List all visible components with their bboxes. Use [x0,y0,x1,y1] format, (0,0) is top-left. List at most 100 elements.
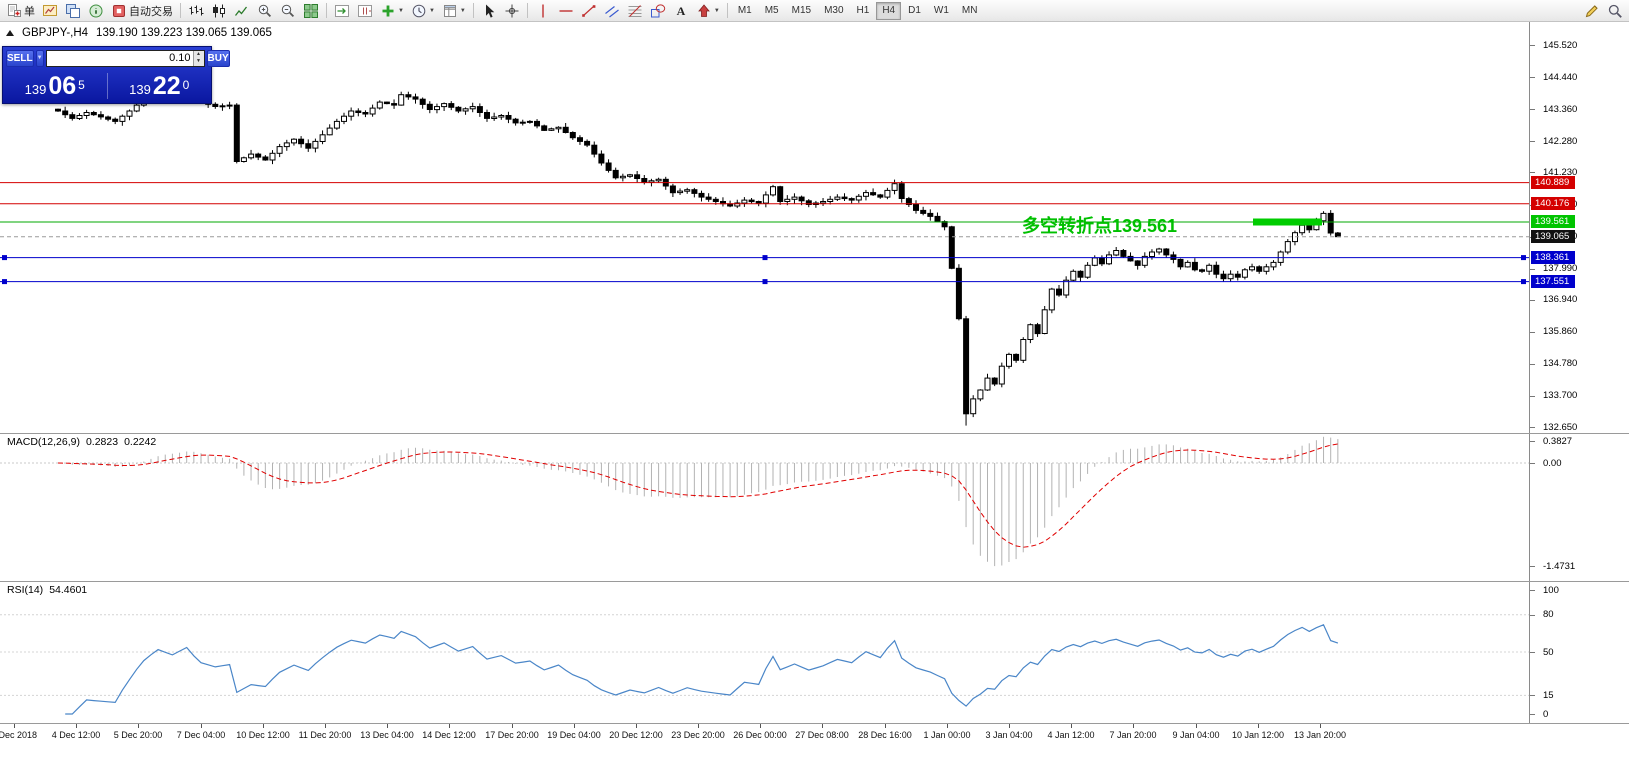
macd-chart[interactable] [0,433,1529,581]
candlestick-chart-button[interactable] [208,1,230,21]
time-axis-label: 14 Dec 12:00 [422,730,476,740]
horizontal-line-button[interactable] [555,1,577,21]
macd-name: MACD(12,26,9) [7,436,80,448]
info-button[interactable] [85,1,107,21]
search-icon [1607,3,1623,19]
timeframe-d1-button[interactable]: D1 [908,5,921,16]
buy-button[interactable]: BUY [206,49,230,67]
time-axis-tick [822,724,823,728]
rsi-axis-tick [1530,652,1535,653]
one-click-collapse-icon[interactable] [6,30,14,36]
auto-scroll-button[interactable] [331,1,353,21]
volume-field: ▲ ▼ [45,49,205,67]
zoom-in-button[interactable] [254,1,276,21]
rsi-axis-label: 0 [1543,709,1549,720]
main-chart-panel[interactable]: GBPJPY-,H4 139.190 139.223 139.065 139.0… [0,22,1529,433]
time-axis-label: 4 Jan 12:00 [1047,730,1095,740]
cursor-button[interactable] [478,1,500,21]
volume-increase-button[interactable]: ▲ [193,50,204,58]
edit-button[interactable] [1581,1,1603,21]
toolbar-separator [180,3,181,18]
rsi-axis-label: 100 [1543,585,1559,596]
timeframe-w1-button[interactable]: W1 [933,5,949,16]
turning-point-annotation[interactable]: 多空转折点139.561 [1022,215,1178,236]
autotrading-button[interactable]: 自动交易 [108,1,176,21]
timeframe-h4-button[interactable]: H4 [876,1,902,20]
sell-price[interactable]: 139 06 5 [3,71,107,100]
line-handle[interactable] [2,255,7,261]
timeframe-mn-button[interactable]: MN [961,5,978,16]
timeframe-m5-button[interactable]: M5 [764,5,779,16]
text-button[interactable]: A [670,1,692,21]
sell-price-prefix: 139 [24,81,47,97]
indicators-button[interactable]: ▼ [377,1,407,21]
time-axis[interactable]: 3 Dec 2018 4 Dec 12:00 5 Dec 20:00 7 Dec 04… [0,723,1629,744]
toolbar-separator [326,3,327,18]
turning-point-highlight[interactable] [1253,218,1322,226]
volume-input[interactable] [46,50,193,66]
panel-separator[interactable] [0,433,1629,434]
panel-separator[interactable] [0,581,1629,582]
sell-button[interactable]: SELL [6,49,34,67]
timeframe-m15-button[interactable]: M15 [791,5,812,16]
rsi-axis-label: 15 [1543,690,1554,701]
macd-panel[interactable]: MACD(12,26,9) 0.2823 0.2242 [0,433,1529,581]
price-axis-tick [1530,172,1535,173]
timeframe-h1-button[interactable]: H1 [856,5,870,16]
price-axis-tick [1530,45,1535,46]
panel-separator[interactable] [0,723,1629,724]
line-handle[interactable] [1521,255,1526,261]
sell-price-big: 06 [48,71,77,100]
macd-axis-label: 0.00 [1543,458,1562,469]
rsi-axis-tick [1530,615,1535,616]
charts-button[interactable] [39,1,61,21]
fibo-icon [627,3,643,19]
time-axis-label: 11 Dec 20:00 [298,730,352,740]
line-handle[interactable] [1521,279,1526,285]
line-handle[interactable] [2,279,7,285]
line-chart-button[interactable] [231,1,253,21]
macd-axis-label: 0.3827 [1543,436,1573,447]
price-tag-137.551[interactable]: 137.551 [1531,275,1575,288]
rsi-chart[interactable] [0,581,1529,723]
price-tag-138.361[interactable]: 138.361 [1531,251,1575,264]
fibonacci-button[interactable] [624,1,646,21]
timeframe-m30-button[interactable]: M30 [824,5,844,16]
price-axis[interactable]: 145.520 144.440 143.360 142.280 141.230 140.1… [1529,22,1629,723]
search-button[interactable] [1604,1,1626,21]
volume-decrease-button[interactable]: ▼ [193,58,204,66]
rsi-panel[interactable]: RSI(14) 54.4601 [0,581,1529,723]
equidistant-channel-button[interactable] [601,1,623,21]
time-axis-tick [512,724,513,728]
buy-price[interactable]: 139 22 0 [108,73,212,99]
price-axis-label: 144.440 [1543,72,1578,83]
line-handle[interactable] [762,255,768,261]
tile-windows-button[interactable] [300,1,322,21]
templates-button[interactable]: ▼ [439,1,469,21]
shapes-button[interactable] [647,1,669,21]
toolbar: 单 自动交易 ▼ ▼ ▼ A ▼ M1 M5 M15 M30 H1 H4 D1 W1 MN [0,0,1629,22]
timeframe-m1-button[interactable]: M1 [737,5,752,16]
candlestick-chart[interactable] [0,22,1529,433]
toolbar-separator [472,3,474,18]
vertical-line-button[interactable] [532,1,554,21]
price-tag-139.561[interactable]: 139.561 [1531,215,1575,228]
arrows-button[interactable]: ▼ [693,1,723,21]
periods-button[interactable]: ▼ [408,1,438,21]
rsi-label: RSI(14) 54.4601 [7,584,93,596]
zoom-out-button[interactable] [277,1,299,21]
trendline-button[interactable] [578,1,600,21]
crosshair-button[interactable] [501,1,523,21]
new-order-button[interactable]: 单 [3,1,38,21]
price-axis-tick [1530,300,1535,301]
profiles-button[interactable] [62,1,84,21]
bar-chart-button[interactable] [185,1,207,21]
price-tag-139.065[interactable]: 139.065 [1531,230,1575,243]
price-tag-140.176[interactable]: 140.176 [1531,197,1575,210]
price-tag-140.889[interactable]: 140.889 [1531,176,1575,189]
line-handle[interactable] [762,279,768,285]
chart-shift-button[interactable] [354,1,376,21]
time-axis-label: 13 Dec 04:00 [360,730,414,740]
one-click-options-dropdown[interactable]: ▼ [35,49,44,67]
arrows-icon [696,3,712,19]
